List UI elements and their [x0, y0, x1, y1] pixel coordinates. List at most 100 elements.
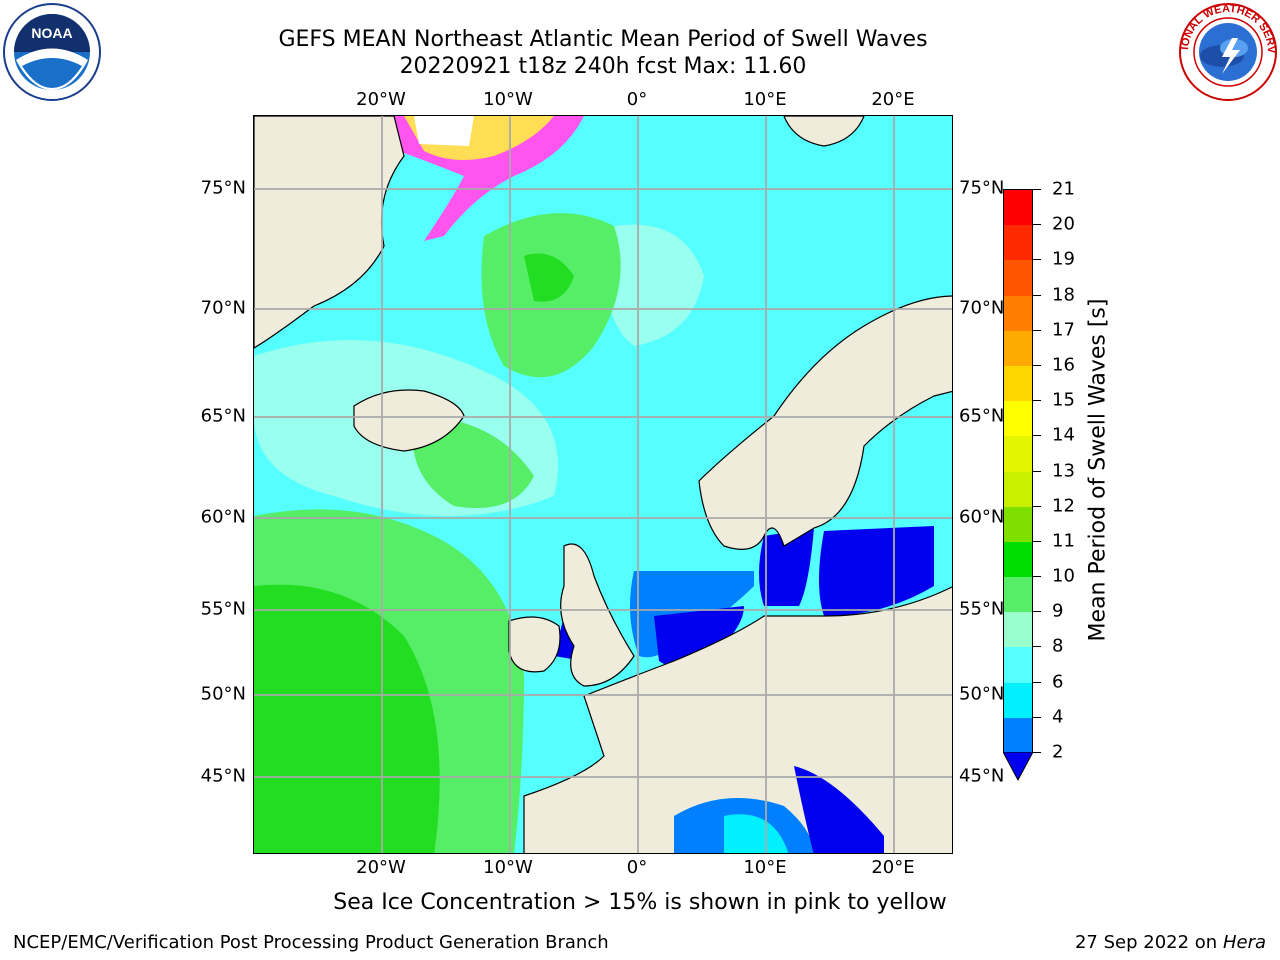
colorbar-tick-mark	[1033, 752, 1041, 753]
lat-label-left: 55°N	[200, 598, 246, 620]
lat-label-left: 50°N	[200, 683, 246, 705]
colorbar-segment	[1004, 295, 1032, 332]
colorbar-tick-mark	[1033, 540, 1041, 542]
lon-label-top: 20°W	[356, 89, 406, 110]
colorbar-tick-label: 9	[1052, 600, 1064, 622]
great-britain-landmass	[560, 543, 635, 687]
colorbar-tick-mark	[1033, 470, 1041, 472]
colorbar-tick-mark	[1033, 400, 1041, 402]
greenland-landmass	[254, 116, 405, 349]
lon-label-top: 0°	[626, 89, 648, 110]
lat-label-right: 75°N	[959, 177, 1005, 199]
colorbar-tick-mark	[1033, 189, 1041, 190]
period-contour	[607, 224, 704, 346]
colorbar-tick-mark	[1033, 576, 1041, 578]
colorbar-tick-label: 14	[1052, 424, 1075, 446]
swell-period-map	[254, 116, 952, 853]
lat-label-right: 70°N	[959, 297, 1005, 319]
footer-date: 27 Sep 2022 on Hera	[1075, 932, 1266, 953]
nws-logo: NATIONAL WEATHER SERVICE	[1174, 0, 1278, 102]
lon-label-top: 10°E	[743, 89, 787, 110]
colorbar-segment	[1004, 260, 1032, 297]
colorbar-tick-mark	[1033, 364, 1041, 366]
lon-label-bottom: 20°W	[356, 857, 406, 878]
colorbar-tick-mark	[1033, 294, 1041, 296]
colorbar-tick-label: 11	[1052, 530, 1075, 552]
lat-label-right: 65°N	[959, 405, 1005, 427]
colorbar-segment	[1004, 612, 1032, 648]
colorbar-segment	[1004, 577, 1032, 613]
colorbar-tick-label: 15	[1052, 389, 1075, 411]
colorbar-label: Mean Period of Swell Waves [s]	[1085, 298, 1111, 642]
lon-label-bottom: 0°	[626, 857, 648, 878]
title-line-1: GEFS MEAN Northeast Atlantic Mean Period…	[278, 27, 928, 52]
period-contour	[524, 253, 574, 302]
ireland-landmass	[508, 616, 561, 673]
map-gridlines	[254, 116, 952, 853]
colorbar-tick-label: 19	[1052, 248, 1075, 270]
colorbar	[1003, 189, 1033, 754]
lon-label-bottom: 10°E	[743, 857, 787, 878]
colorbar-tick-label: 17	[1052, 319, 1075, 341]
period-contour	[794, 766, 884, 853]
colorbar-tick-label: 18	[1052, 284, 1075, 306]
colorbar-extend-arrow	[1003, 752, 1033, 782]
colorbar-segment	[1004, 506, 1032, 543]
period-contour	[724, 814, 789, 853]
colorbar-tick-label: 10	[1052, 565, 1075, 587]
colorbar-tick-mark	[1033, 646, 1041, 648]
lat-label-left: 65°N	[200, 405, 246, 427]
colorbar-segment	[1004, 365, 1032, 402]
lat-label-left: 60°N	[200, 506, 246, 528]
colorbar-segment	[1004, 190, 1032, 226]
colorbar-tick-label: 8	[1052, 635, 1064, 657]
lat-label-left: 75°N	[200, 177, 246, 199]
colorbar-segment	[1004, 717, 1032, 754]
svalbard-landmass	[783, 116, 865, 147]
colorbar-segment	[1004, 330, 1032, 367]
title-line-2: 20220921 t18z 240h fcst Max: 11.60	[399, 54, 807, 79]
lat-label-right: 45°N	[959, 765, 1005, 787]
colorbar-segment	[1004, 541, 1032, 578]
footer-date-text: 27 Sep 2022 on	[1074, 932, 1218, 953]
colorbar-tick-label: 13	[1052, 460, 1075, 481]
period-contour	[654, 606, 744, 676]
footer-host: Hera	[1222, 932, 1266, 953]
lat-label-left: 70°N	[200, 297, 246, 319]
period-contour	[412, 416, 534, 508]
colorbar-segment	[1004, 682, 1032, 719]
colorbar-segment	[1004, 647, 1032, 684]
lat-label-right: 50°N	[959, 683, 1005, 705]
colorbar-tick-mark	[1033, 329, 1041, 331]
land-masses	[254, 116, 952, 853]
colorbar-tick-label: 20	[1052, 213, 1075, 235]
colorbar-tick-mark	[1033, 681, 1041, 683]
colorbar-tick-mark	[1033, 611, 1041, 613]
colorbar-tick-mark	[1033, 505, 1041, 507]
lat-label-right: 60°N	[959, 506, 1005, 528]
colorbar-tick-label: 6	[1052, 671, 1064, 693]
lon-label-top: 20°E	[871, 89, 915, 110]
period-contour	[254, 584, 440, 853]
colorbar-segment	[1004, 401, 1032, 437]
colorbar-tick-label: 2	[1052, 741, 1064, 763]
period-contour	[759, 528, 814, 606]
period-contour	[819, 526, 934, 616]
colorbar-tick-label: 4	[1052, 706, 1064, 728]
scandinavia-landmass	[698, 295, 952, 550]
lon-label-bottom: 20°E	[871, 857, 915, 878]
colorbar-tick-label: 12	[1052, 495, 1075, 517]
noaa-logo-text: NOAA	[31, 25, 72, 41]
colorbar-segment	[1004, 436, 1032, 472]
colorbar-segment	[1004, 225, 1032, 261]
noaa-logo: NOAA	[2, 2, 102, 102]
lat-label-right: 55°N	[959, 598, 1005, 620]
lon-label-top: 10°W	[483, 89, 533, 110]
colorbar-tick-mark	[1033, 716, 1041, 718]
colorbar-tick-mark	[1033, 224, 1041, 226]
map-panel	[253, 115, 953, 854]
sea-ice-note: Sea Ice Concentration > 15% is shown in …	[333, 890, 947, 915]
colorbar-tick-mark	[1033, 435, 1041, 437]
colorbar-tick-label: 21	[1052, 178, 1075, 200]
colorbar-tick-label: 16	[1052, 354, 1075, 376]
